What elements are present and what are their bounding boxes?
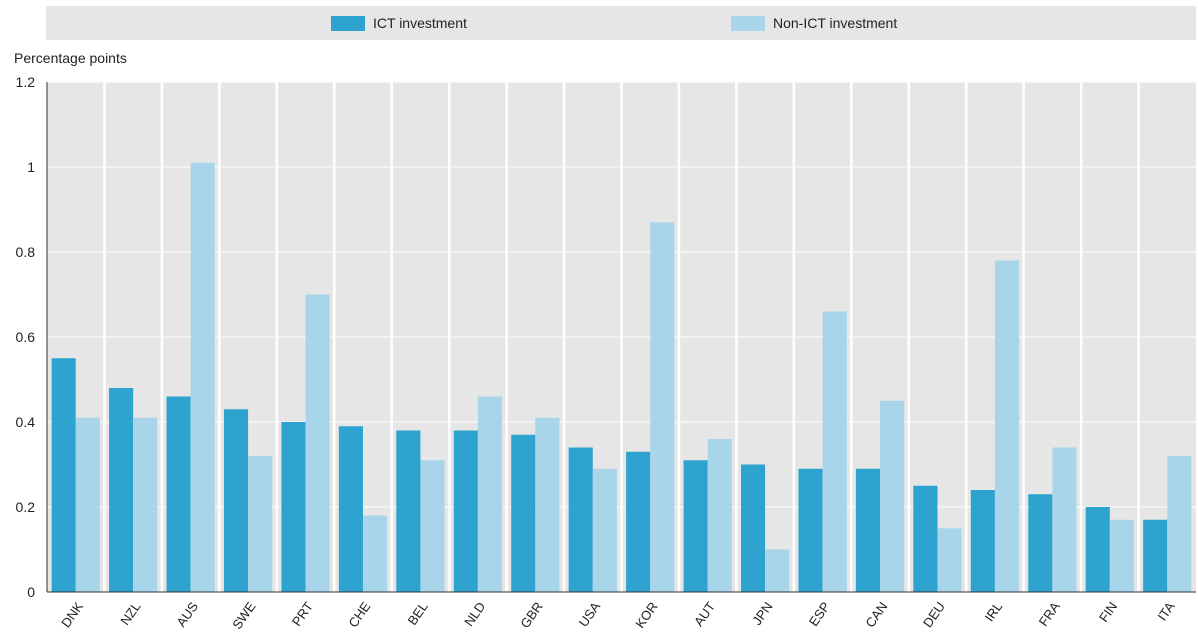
bar-nonict [535,417,560,592]
bar-ict [166,396,191,592]
x-tick-label: AUT [691,599,718,629]
bar-nonict [420,460,445,592]
bar-ict [223,409,249,592]
x-tick-label: NLD [461,599,488,629]
x-tick-label: CAN [862,599,890,630]
x-tick-label: ITA [1154,599,1178,624]
bar-ict [338,426,363,592]
legend-item-nonict: Non-ICT investment [731,15,897,31]
bar-ict [740,464,766,592]
bar-nonict [994,260,1020,592]
y-tick-label: 0.8 [16,244,36,260]
x-tick-label: SWE [229,599,258,632]
y-tick-label: 0 [27,584,35,600]
bar-ict [51,358,76,592]
x-tick-label: IRL [981,599,1005,624]
bar-ict [855,468,881,592]
bar-ict [626,451,651,592]
bar-nonict [1052,447,1077,592]
y-axis-label: Percentage points [14,50,127,66]
x-tick-label: FRA [1036,599,1063,629]
bar-nonict [880,400,905,592]
bar-ict [683,460,708,592]
x-tick-label: KOR [632,599,660,631]
y-tick-label: 1.2 [16,74,36,90]
bar-ict [453,430,478,592]
y-tick-label: 0.6 [16,329,36,345]
bar-ict [511,434,536,592]
bar-nonict [592,468,617,592]
bar-ict [1085,507,1110,592]
y-tick-label: 0.2 [16,499,36,515]
bar-nonict [1109,519,1134,592]
bar-nonict [75,417,100,592]
bar-nonict [765,549,790,592]
bar-nonict [133,417,158,592]
legend-swatch-nonict [731,15,765,31]
bar-ict [281,422,306,592]
x-tick-label: AUS [173,599,201,630]
bar-ict [109,388,134,592]
bar-ict [1028,494,1053,592]
bar-nonict [707,439,732,592]
bar-ict [970,490,995,592]
legend-item-ict: ICT investment [331,15,467,31]
bar-nonict [937,528,962,592]
bar-nonict [822,311,847,592]
x-tick-label: ESP [806,599,833,629]
x-tick-label: JPN [749,599,775,628]
bar-nonict [362,515,388,592]
legend-label-nonict: Non-ICT investment [773,15,898,31]
x-tick-label: BEL [404,599,430,628]
y-tick-label: 0.4 [16,414,36,430]
x-tick-label: FIN [1096,599,1120,625]
bar-nonict [190,162,215,592]
bar-ict [396,430,421,592]
legend-swatch-ict [331,15,365,31]
legend: ICT investment Non-ICT investment [46,6,1196,40]
x-tick-label: USA [576,599,604,630]
bar-nonict [248,456,273,592]
bar-nonict [1167,456,1192,592]
x-tick-label: DEU [920,599,948,630]
y-tick-label: 1 [27,159,35,175]
bar-nonict [305,294,330,592]
bar-ict [568,447,593,592]
bar-ict [798,468,823,592]
x-tick-label: CHE [345,599,373,630]
legend-label-ict: ICT investment [373,15,467,31]
x-tick-label: NZL [117,599,143,628]
bar-ict [913,485,938,592]
bar-nonict [477,396,503,592]
bar-ict [1143,519,1168,592]
x-tick-label: PRT [289,599,316,629]
x-tick-label: DNK [58,599,86,630]
bar-nonict [650,222,675,592]
x-tick-label: GBR [517,599,545,631]
